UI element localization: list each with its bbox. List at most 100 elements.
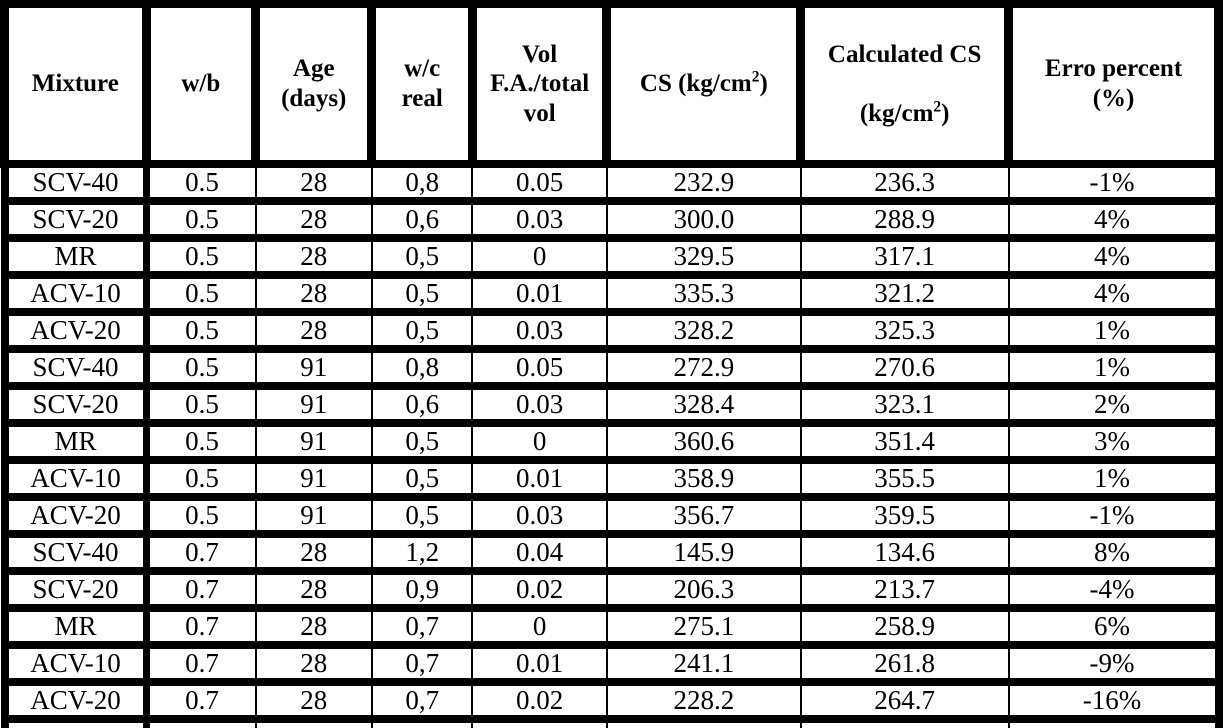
table-cell: 0,6 [370, 384, 474, 424]
table-cell: -4% [1007, 569, 1220, 609]
table-cell: MR [3, 236, 150, 276]
table-cell: 134.6 [799, 532, 1010, 572]
header-label: Vol F.A./total vol [490, 40, 590, 127]
col-header-cs: CS (kg/cm2) [602, 0, 806, 166]
table-cell: 264.7 [799, 680, 1010, 720]
table-cell: 288.9 [799, 199, 1010, 239]
table-cell: 236.3 [799, 162, 1010, 202]
table-row: SCV-20 0.5 91 0,6 0.03 328.4 323.1 2% [3, 384, 1220, 424]
table-cell: 360.6 [605, 421, 802, 461]
col-header-erro-percent: Erro percent (%) [1004, 0, 1223, 166]
table-cell: 206.3 [605, 569, 802, 609]
table-cell: 241.1 [605, 643, 802, 683]
table-row: SCV-400.7911,20.04182.6168.98% [3, 717, 1220, 728]
table-cell: 228.2 [605, 680, 802, 720]
table-cell: 0,8 [370, 162, 474, 202]
table-cell: 91 [254, 421, 373, 461]
table-row: SCV-40 0.7 28 1,2 0.04 145.9 134.6 8% [3, 532, 1220, 572]
table-cell: 258.9 [799, 606, 1010, 646]
table-cell: 356.7 [605, 495, 802, 535]
table-cell: 300.0 [605, 199, 802, 239]
table-cell: 8% [1007, 532, 1220, 572]
table-cell: 1% [1007, 310, 1220, 350]
table-cell: 91 [254, 384, 373, 424]
table-cell: 0.5 [145, 495, 257, 535]
table-cell: 1,2 [370, 717, 474, 728]
table-cell: 329.5 [605, 236, 802, 276]
table-header: Mixture w/b Age (days) w/c real Vol F.A.… [0, 0, 1223, 166]
table-cell: 0,5 [370, 421, 474, 461]
table-cell: 0,7 [370, 606, 474, 646]
table-cell: 91 [254, 495, 373, 535]
table-cell: 28 [254, 606, 373, 646]
table-cell: 0.02 [471, 569, 608, 609]
header-label: CS (kg/cm2) [639, 68, 768, 97]
table-cell: 3% [1007, 421, 1220, 461]
header-label: Age (days) [281, 55, 347, 112]
table-cell: 0.05 [471, 347, 608, 387]
table-cell: ACV-10 [3, 273, 150, 313]
table-cell: 28 [254, 532, 373, 572]
table-cell: ACV-10 [3, 643, 150, 683]
table-row: MR 0.7 28 0,7 0 275.1 258.9 6% [3, 606, 1220, 646]
table-cell: 4% [1007, 236, 1220, 276]
table-cell: 0.5 [145, 384, 257, 424]
table-cell: 28 [254, 569, 373, 609]
superscript: 2 [751, 68, 760, 86]
table-cell: 317.1 [799, 236, 1010, 276]
table-cell: 0 [471, 236, 608, 276]
table-cell: 0,8 [370, 347, 474, 387]
col-header-mixture: Mixture [0, 0, 151, 166]
table-cell: ACV-20 [3, 310, 150, 350]
table-row: ACV-10 0.7 28 0,7 0.01 241.1 261.8 -9% [3, 643, 1220, 683]
table-cell: -1% [1007, 495, 1220, 535]
superscript: 2 [933, 98, 942, 116]
table-cell: 359.5 [799, 495, 1010, 535]
table-cell: SCV-20 [3, 569, 150, 609]
table-cell: -1% [1007, 162, 1220, 202]
table-cell: 4% [1007, 273, 1220, 313]
table-cell: 168.9 [799, 717, 1010, 728]
table-cell: MR [3, 606, 150, 646]
header-label: Mixture [31, 70, 119, 97]
table-cell: 1% [1007, 347, 1220, 387]
table-cell: 0.7 [145, 643, 257, 683]
table-cell: 0.05 [471, 162, 608, 202]
table-cell: 0 [471, 606, 608, 646]
table-cell: 28 [254, 643, 373, 683]
table-cell: ACV-10 [3, 458, 150, 498]
table-cell: 6% [1007, 606, 1220, 646]
table-cell: 0,5 [370, 495, 474, 535]
table-cell: 321.2 [799, 273, 1010, 313]
table-cell: 0.5 [145, 199, 257, 239]
table-cell: 0.7 [145, 606, 257, 646]
table-cell: 275.1 [605, 606, 802, 646]
table-row: ACV-20 0.7 28 0,7 0.02 228.2 264.7 -16% [3, 680, 1220, 720]
table-row: ACV-10 0.5 28 0,5 0.01 335.3 321.2 4% [3, 273, 1220, 313]
table-cell: 28 [254, 199, 373, 239]
table-cell: 28 [254, 236, 373, 276]
table-cell: 0,7 [370, 680, 474, 720]
table-cell: 351.4 [799, 421, 1010, 461]
table-cell: 0.7 [145, 569, 257, 609]
table-cell: 0.5 [145, 162, 257, 202]
header-label: w/c real [401, 55, 443, 112]
table-cell: 270.6 [799, 347, 1010, 387]
table-cell: 0.03 [471, 384, 608, 424]
table-cell: SCV-40 [3, 162, 150, 202]
table-cell: SCV-40 [3, 347, 150, 387]
table-cell: 28 [254, 162, 373, 202]
table-cell: MR [3, 421, 150, 461]
table-cell: 0.01 [471, 643, 608, 683]
table-cell: -16% [1007, 680, 1220, 720]
table-cell: 0.5 [145, 458, 257, 498]
table-cell: 0,5 [370, 458, 474, 498]
table-cell: 0.03 [471, 495, 608, 535]
table-cell: 0,5 [370, 236, 474, 276]
table-row: MR 0.5 91 0,5 0 360.6 351.4 3% [3, 421, 1220, 461]
table-row: SCV-40 0.5 91 0,8 0.05 272.9 270.6 1% [3, 347, 1220, 387]
table-cell: SCV-40 [3, 717, 150, 728]
table-body: SCV-40 0.5 28 0,8 0.05 232.9 236.3 -1% SCV-20 0.5… [3, 162, 1220, 728]
table-cell: 0 [471, 421, 608, 461]
table-cell: 0.7 [145, 680, 257, 720]
